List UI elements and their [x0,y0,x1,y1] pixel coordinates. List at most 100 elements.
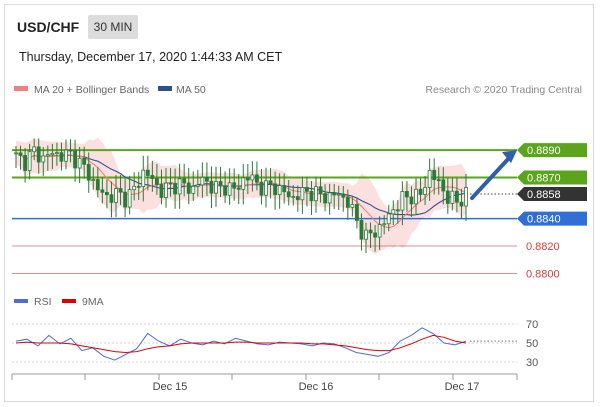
candle-body [441,179,446,192]
candle-body [41,155,46,163]
candle-body [232,182,237,189]
candle-body [159,184,164,198]
candle-body [314,186,318,202]
minor-level-label: 0.8820 [526,241,560,253]
candle-body [445,190,450,204]
candle-body [277,185,282,196]
candle-body [273,183,277,196]
candle-body [259,181,264,196]
candle-body [45,154,50,157]
candle-body [132,185,137,191]
candle-body [77,157,82,169]
candle-body [200,176,205,186]
candle-body [50,152,55,156]
candle-body [282,185,287,193]
candle-body [68,149,73,152]
x-tick-label: Dec 15 [153,381,188,393]
candle-body [318,186,323,194]
candle-body [191,185,196,194]
candle-body [250,174,255,181]
candle-body [332,192,337,196]
candle-body [355,204,359,221]
candle-body [218,181,223,187]
candle-body [155,178,159,185]
candle-body [264,180,268,196]
candle-body [86,163,91,181]
rsi-tick-label: 30 [526,357,538,369]
bollinger-band-area [16,137,466,255]
candle-body [136,185,141,188]
candle-body [286,191,291,198]
candle-body [205,176,209,182]
current-price-tag [517,186,587,201]
timeframe-badge[interactable]: 30 MIN [88,15,138,39]
projection-arrow-head [502,150,517,164]
rsi-ma-legend-label: 9MA [82,296,104,308]
candle-body [391,209,396,215]
candle-body [309,190,314,202]
candle-body [455,190,459,203]
candle-body [23,155,27,171]
candle-body [55,152,59,155]
candle-body [59,152,64,162]
candle-body [18,152,23,156]
candle-body [464,187,468,207]
symbol-title: USD/CHF [17,19,80,35]
candle-body [386,213,391,225]
candle-body [14,152,18,155]
price-plot: 0.8890 0.8870 0.8858 0.8840 0.8820 0.8800 [12,137,587,280]
candle-body [164,182,168,198]
x-tick-label: Dec 16 [299,381,334,393]
candle-body [82,157,87,165]
candle-body [327,192,332,204]
candle-body [127,189,132,208]
candle-body [436,179,441,182]
candle-body [350,204,355,208]
candle-body [418,188,423,195]
candle-body [405,191,409,198]
candle-body [118,188,123,193]
candle-body [432,169,437,181]
candle-body [64,149,68,162]
candle-body [368,229,373,234]
candle-body [359,220,364,240]
current-price-label: 0.8858 [527,189,561,201]
x-axis: Dec 15 Dec 16 Dec 17 [11,374,518,393]
candle-body [245,177,250,181]
resistance-level-tag [517,143,587,158]
candle-body [141,169,146,187]
candle-body [341,193,346,198]
candle-body [27,151,32,171]
candle-body [268,180,273,185]
candle-body [36,146,41,163]
candle-body [109,194,114,203]
candle-body [255,174,259,183]
candle-body [223,185,227,196]
resistance-level-label: 0.8890 [527,145,561,157]
candle-body [227,182,232,196]
candle-body [123,191,127,208]
candle-body [168,182,173,185]
candle-body [145,169,150,176]
minor-level-label: 0.8800 [526,268,560,280]
candle-body [377,224,382,238]
ma50-line [15,152,467,216]
candle-body [336,193,341,196]
ma50-legend-swatch [158,86,172,91]
rsi-ma-line [15,334,467,354]
resistance-level-label: 0.8870 [527,173,561,185]
candle-body [323,193,327,204]
candle-body [150,175,155,179]
candle-body [345,196,350,208]
candle-body [95,179,100,191]
candle-body [100,189,105,193]
copyright-label: Research © 2020 Trading Central [425,84,582,96]
candle-body [400,191,405,211]
projection-arrow-shaft [470,157,510,201]
candle-body [105,191,109,196]
datetime-label: Thursday, December 17, 2020 1:44:33 AM C… [19,50,283,64]
resistance-level-tag [517,170,587,185]
candle-body [291,196,296,198]
candle-body [459,201,464,207]
